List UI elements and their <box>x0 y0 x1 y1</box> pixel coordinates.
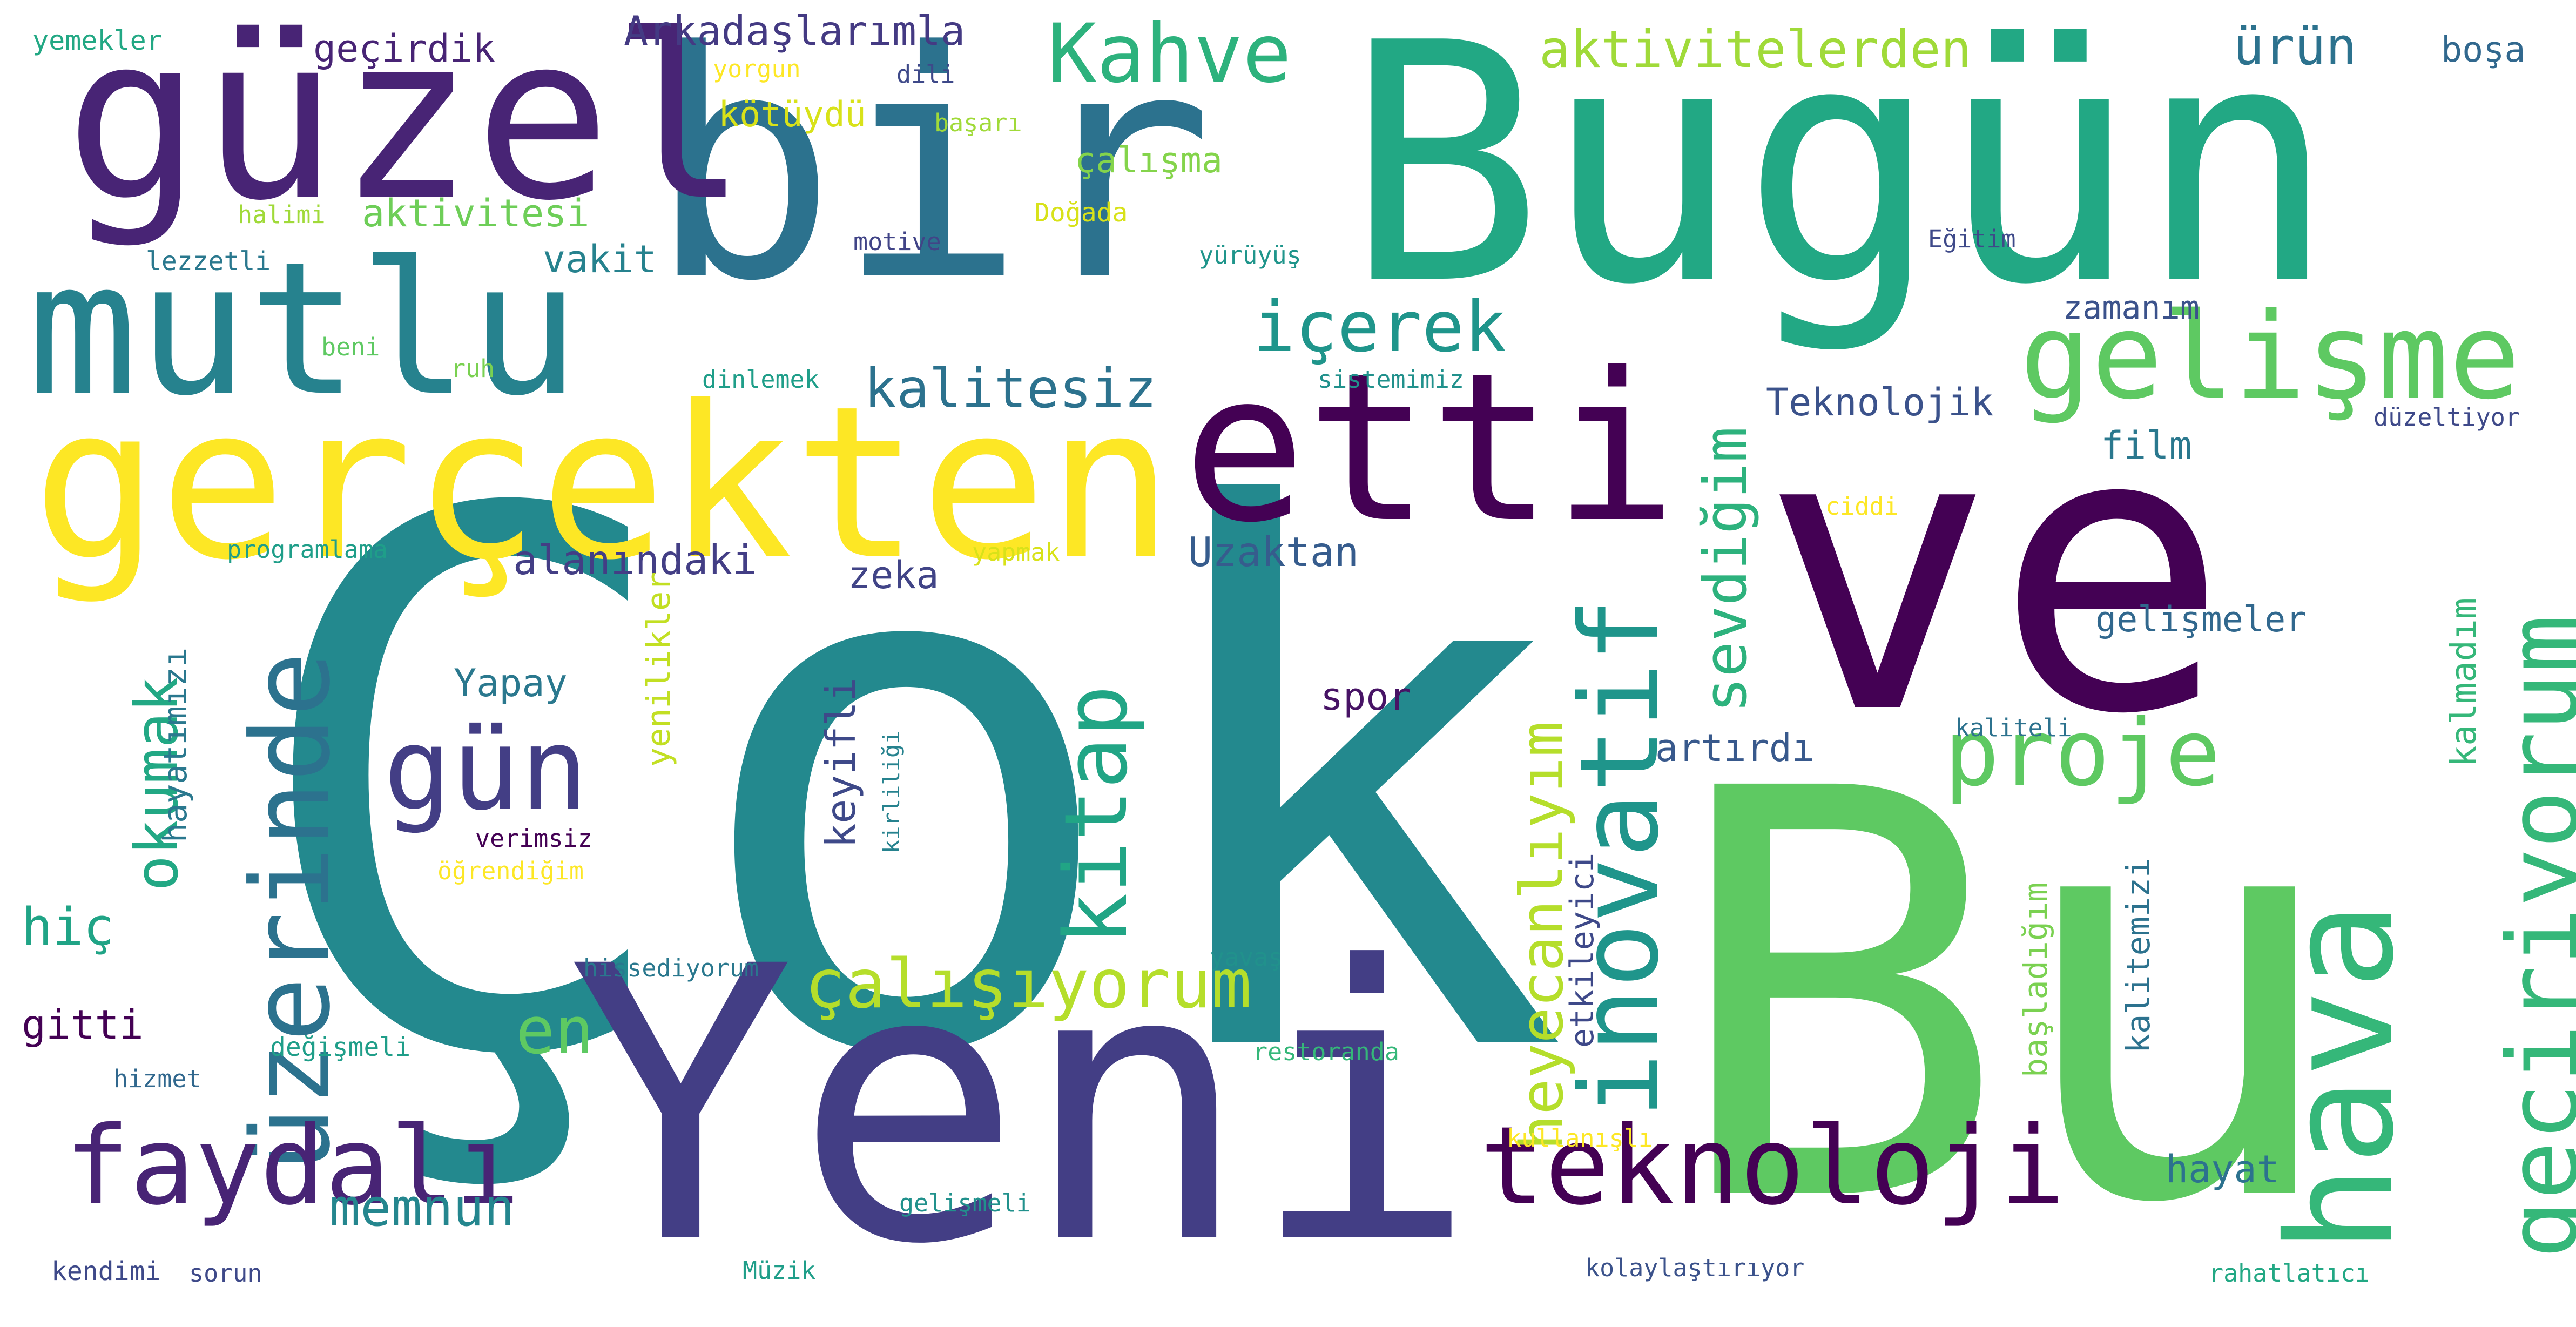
word-yapay: Yapay <box>454 661 568 705</box>
word-kullanisli: kullanışlı <box>1507 1124 1653 1153</box>
word-bu: Bu <box>1669 672 2345 1326</box>
word-kalitesiz: kalitesiz <box>864 357 1157 420</box>
word-kotuydu: kötüydü <box>718 95 866 135</box>
word-kahve: Kahve <box>1048 7 1292 101</box>
word-egitim: Eğitim <box>1928 225 2016 253</box>
word-yuruyus: yürüyüş <box>1199 241 1302 270</box>
word-calisiyorum: çalışıyorum <box>805 945 1252 1023</box>
word-kalmadim: kalmadım <box>2444 597 2484 767</box>
word-lezzetli: lezzetli <box>146 246 271 277</box>
word-kendimi: kendimi <box>51 1256 161 1286</box>
word-guzel: güzel <box>65 0 748 251</box>
word-teknolojik: Teknolojik <box>1766 380 1994 425</box>
word-proje: proje <box>1944 700 2221 807</box>
word-duzeltiyor: düzeltiyor <box>2373 403 2520 432</box>
word-keyifli: keyifli <box>817 677 865 848</box>
word-sistemimiz: sistemimiz <box>1318 365 1464 394</box>
word-dogada: Doğada <box>1034 198 1128 228</box>
word-degismeli: değişmeli <box>270 1032 411 1062</box>
word-hava: hava <box>2256 901 2426 1253</box>
word-bosa: boşa <box>2441 30 2526 70</box>
word-bir: bir <box>648 0 1214 349</box>
word-heyecanliyim: heyecanlıyım <box>1507 721 1576 1150</box>
word-yorgun: yorgun <box>713 55 801 83</box>
word-motive: motive <box>853 227 941 256</box>
word-ruh: ruh <box>451 354 495 383</box>
word-alanindaki: alanındaki <box>513 536 757 584</box>
word-gelismeli: gelişmeli <box>899 1189 1031 1217</box>
word-film: film <box>2101 423 2192 468</box>
word-halimi: halimi <box>238 200 326 229</box>
word-calisma: çalışma <box>1075 140 1223 181</box>
word-basladigim: başladığım <box>2017 882 2055 1077</box>
word-en: en <box>516 994 594 1069</box>
word-verimsiz: verimsiz <box>475 824 592 853</box>
word-gecirdik: geçirdik <box>313 26 496 71</box>
word-beni: beni <box>321 333 380 361</box>
word-kirliligi: kirliliği <box>878 730 905 853</box>
word-sorun: sorun <box>189 1259 262 1288</box>
word-ve: ve <box>1761 346 2229 799</box>
word-kalitemizi: kalitemizi <box>2120 858 2157 1053</box>
word-spor: spor <box>1320 675 1412 719</box>
word-etkileyici: etkileyici <box>1563 852 1601 1048</box>
word-rahatlatici: rahatlatıcı <box>2209 1259 2370 1288</box>
word-gun: gün <box>383 703 589 836</box>
word-hic: hiç <box>22 898 114 957</box>
word-yenilikler: yenilikler <box>640 571 678 767</box>
word-etti: etti <box>1183 328 1677 568</box>
word-yemekler: yemekler <box>32 25 163 56</box>
word-basari: başarı <box>934 109 1022 137</box>
word-geciriyorum: geçiriyorum <box>2487 614 2576 1258</box>
word-zeka: zeka <box>848 553 939 597</box>
word-icerek: içerek <box>1253 286 1507 368</box>
word-arkadaslarimla: Arkadaşlarımla <box>624 7 966 55</box>
word-faydali: faydalı <box>65 1103 520 1229</box>
word-bugun: Bugün <box>1345 0 2337 356</box>
word-cok: Çok <box>243 361 1570 1216</box>
word-yavas: yavaş <box>1210 943 1283 972</box>
word-uzerinde: üzerinde <box>228 651 354 1172</box>
word-urun: ürün <box>2233 17 2357 77</box>
word-gitti: gitti <box>22 1001 144 1048</box>
word-gelismeler: gelişmeler <box>2095 599 2307 640</box>
word-ciddi: ciddi <box>1825 492 1899 521</box>
word-dinlemek: dinlemek <box>702 365 819 394</box>
word-gelisme: gelişme <box>2020 287 2521 426</box>
word-uzaktan: Uzaktan <box>1188 528 1359 576</box>
word-kolaylastiriyor: kolaylaştırıyor <box>1585 1254 1805 1282</box>
word-artirdi: artırdı <box>1655 726 1815 770</box>
word-zamanim: zamanım <box>2063 289 2200 327</box>
word-yeni: Yeni <box>567 887 1478 1327</box>
word-mutlu: mutlu <box>27 223 580 436</box>
word-aktivitesi: aktivitesi <box>362 191 590 235</box>
word-memnun: memnun <box>329 1178 515 1238</box>
word-restoranda: restoranda <box>1253 1038 1399 1066</box>
word-teknoloji: teknoloji <box>1480 1103 2065 1229</box>
word-muzik: Müzik <box>743 1256 816 1285</box>
word-kitap: kitap <box>1046 685 1147 945</box>
word-aktivitelerden: aktivitelerden <box>1539 20 1972 79</box>
word-hayat: hayat <box>2166 1147 2280 1191</box>
word-hayatimizi: hayatımızı <box>157 647 194 843</box>
word-gercekten: gerçekten <box>32 361 1174 606</box>
word-ogrendigim: öğrendiğim <box>437 857 584 885</box>
word-hissediyorum: hissediyorum <box>583 954 759 982</box>
word-hizmet: hizmet <box>113 1065 201 1093</box>
word-yapmak: yapmak <box>972 538 1060 567</box>
word-vakit: vakit <box>543 237 657 281</box>
word-kaliteli: kaliteli <box>1955 713 2072 742</box>
word-programlama: programlama <box>227 535 388 564</box>
word-dili: dili <box>896 60 955 89</box>
word-sevdigim: sevdiğim <box>1691 427 1760 713</box>
